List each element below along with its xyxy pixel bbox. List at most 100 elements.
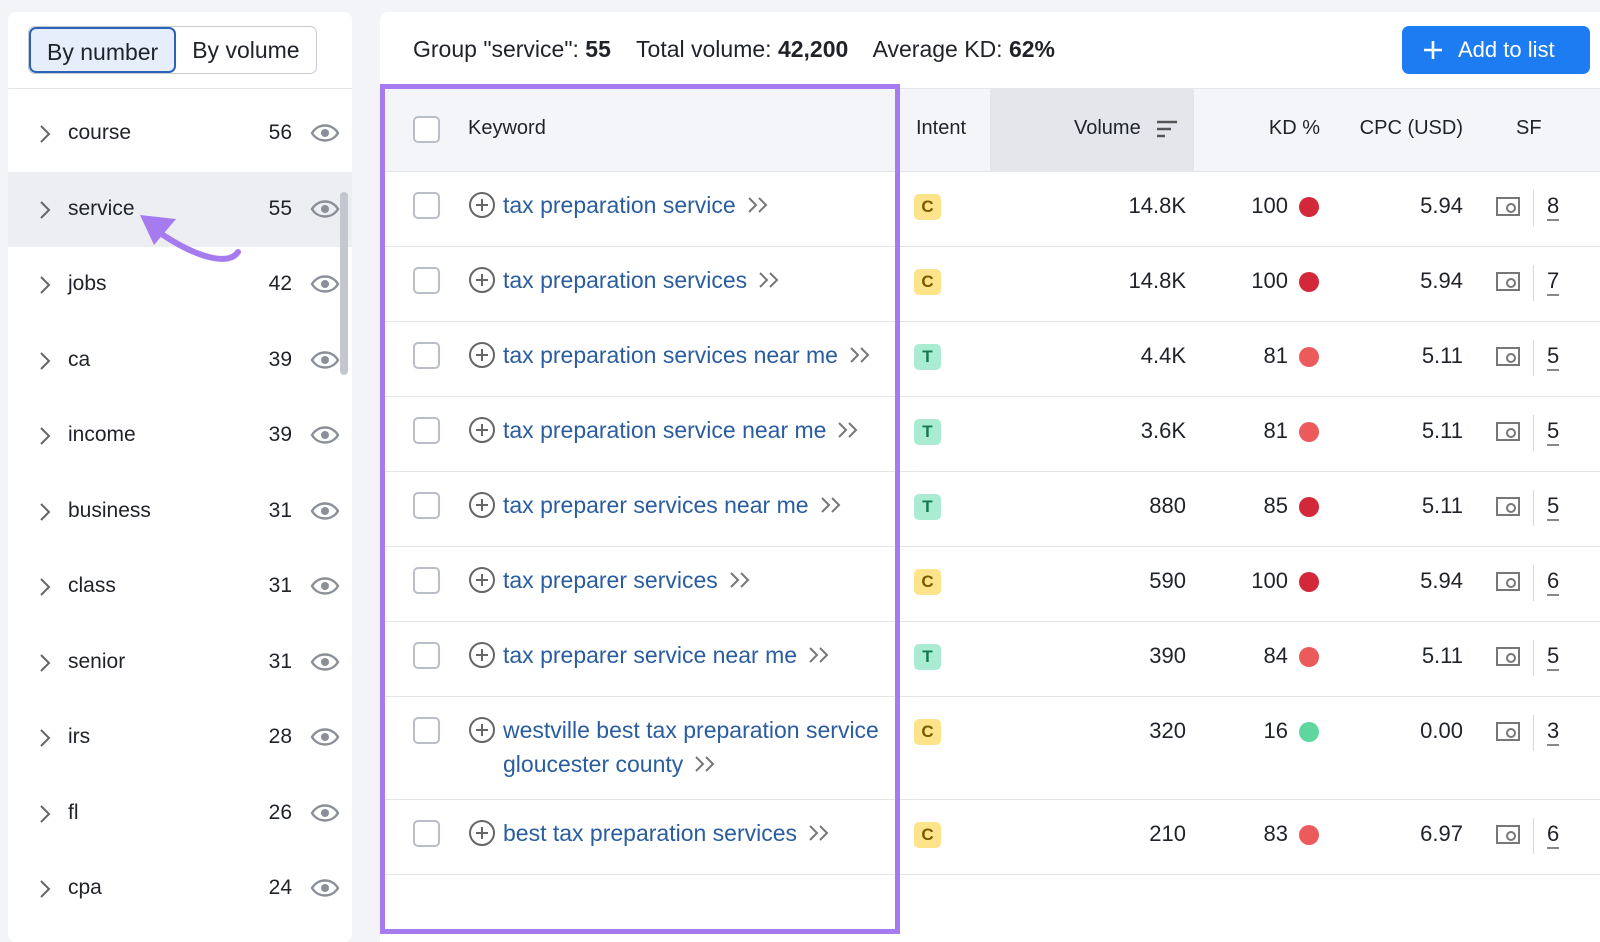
keyword-link[interactable]: tax preparer services near me [503,492,809,518]
keyword-link[interactable]: westville best tax preparation service g… [503,717,879,777]
cpc-cell: 5.11 [1421,343,1463,368]
toggle-by-number[interactable]: By number [29,27,177,73]
keyword-details-icon[interactable] [848,345,876,365]
keyword-details-icon[interactable] [807,645,835,665]
sf-cell[interactable]: 6 [1547,821,1560,849]
row-checkbox[interactable] [413,820,440,847]
eye-icon[interactable] [310,273,340,295]
header-intent[interactable]: Intent [916,117,967,139]
eye-icon[interactable] [310,424,340,446]
serp-icon[interactable] [1495,345,1523,369]
serp-icon[interactable] [1495,495,1523,519]
keyword-link[interactable]: tax preparation service [503,192,736,218]
keyword-link[interactable]: best tax preparation services [503,820,798,846]
sf-cell[interactable]: 8 [1547,193,1560,221]
intent-badge: C [914,719,941,745]
eye-icon[interactable] [310,349,340,371]
group-row[interactable]: ca 39 [8,323,352,398]
row-checkbox[interactable] [413,192,440,219]
header-kd[interactable]: KD % [1268,117,1320,139]
serp-icon[interactable] [1495,195,1523,219]
keyword-link[interactable]: tax preparer service near me [503,642,798,668]
serp-frame [1496,497,1520,516]
group-row[interactable]: irs 28 [8,700,352,775]
plus-circle [469,267,495,293]
eye-icon[interactable] [310,802,340,824]
group-count: 39 [268,423,292,446]
add-keyword-icon[interactable] [468,341,496,369]
keyword-link[interactable]: tax preparation services near me [503,342,838,368]
add-keyword-icon[interactable] [468,191,496,219]
row-checkbox[interactable] [413,717,440,744]
row-checkbox[interactable] [413,267,440,294]
keyword-link[interactable]: tax preparer services [503,567,718,593]
header-cpc[interactable]: CPC (USD) [1359,117,1463,139]
chevron-path [40,427,51,445]
group-row[interactable]: course 56 [8,96,352,171]
add-keyword-icon[interactable] [468,819,496,847]
keyword-link[interactable]: tax preparation services [503,267,748,293]
add-keyword-icon[interactable] [468,266,496,294]
sf-cell[interactable]: 6 [1547,568,1560,596]
eye-icon[interactable] [310,575,340,597]
row-checkbox[interactable] [413,492,440,519]
scrollbar[interactable] [340,192,348,375]
row-checkbox[interactable] [413,342,440,369]
select-all-checkbox[interactable] [413,116,440,143]
eye-outline [310,728,340,746]
header-volume[interactable]: Volume [1074,117,1141,139]
add-keyword-icon[interactable] [468,491,496,519]
keyword-details-icon[interactable] [728,570,756,590]
sf-cell[interactable]: 5 [1547,418,1560,446]
group-row[interactable]: senior 31 [8,625,352,700]
group-name: course [68,121,132,144]
keyword-details-icon[interactable] [746,195,774,215]
add-keyword-icon[interactable] [468,716,496,744]
group-row[interactable]: jobs 42 [8,247,352,322]
add-keyword-icon[interactable] [468,416,496,444]
serp-icon[interactable] [1495,645,1523,669]
group-row[interactable]: business 31 [8,474,352,549]
eye-icon[interactable] [310,726,340,748]
add-keyword-icon[interactable] [468,641,496,669]
group-row[interactable]: class 31 [8,549,352,624]
sf-cell[interactable]: 5 [1547,493,1560,521]
header-sf[interactable]: SF [1516,117,1542,139]
eye-icon[interactable] [310,122,340,144]
keyword-details-icon[interactable] [836,420,864,440]
group-row[interactable]: fl 26 [8,776,352,851]
eye-icon[interactable] [310,877,340,899]
add-to-list-button[interactable]: Add to list [1402,26,1590,74]
serp-icon[interactable] [1495,570,1523,594]
row-checkbox[interactable] [413,567,440,594]
button-label: Add to list [1458,37,1555,62]
keyword-details-icon[interactable] [819,495,847,515]
add-keyword-icon[interactable] [468,566,496,594]
eye-outline [310,199,340,218]
keyword-details-icon[interactable] [807,823,835,843]
sf-cell[interactable]: 3 [1547,718,1560,746]
serp-icon[interactable] [1495,823,1523,847]
group-row[interactable]: cpa 24 [8,851,352,926]
divider [1533,340,1534,376]
cpc-cell: 5.94 [1420,193,1463,218]
serp-icon[interactable] [1495,420,1523,444]
header-keyword[interactable]: Keyword [468,117,546,139]
keyword-details-icon[interactable] [757,270,785,290]
group-row[interactable]: income 39 [8,398,352,473]
group-row[interactable]: service 55 [8,171,352,247]
row-checkbox[interactable] [413,417,440,444]
toggle-by-volume[interactable]: By volume [192,37,300,63]
serp-icon[interactable] [1495,270,1523,294]
serp-icon[interactable] [1495,720,1523,744]
sf-cell[interactable]: 5 [1547,643,1560,671]
sf-cell[interactable]: 5 [1547,343,1560,371]
sf-cell[interactable]: 7 [1547,268,1560,296]
eye-icon[interactable] [310,651,340,673]
keyword-link[interactable]: tax preparation service near me [503,417,827,443]
keyword-details-icon[interactable] [693,754,721,774]
eye-icon[interactable] [310,500,340,522]
eye-icon[interactable] [310,198,340,220]
divider [1533,565,1534,601]
row-checkbox[interactable] [413,642,440,669]
